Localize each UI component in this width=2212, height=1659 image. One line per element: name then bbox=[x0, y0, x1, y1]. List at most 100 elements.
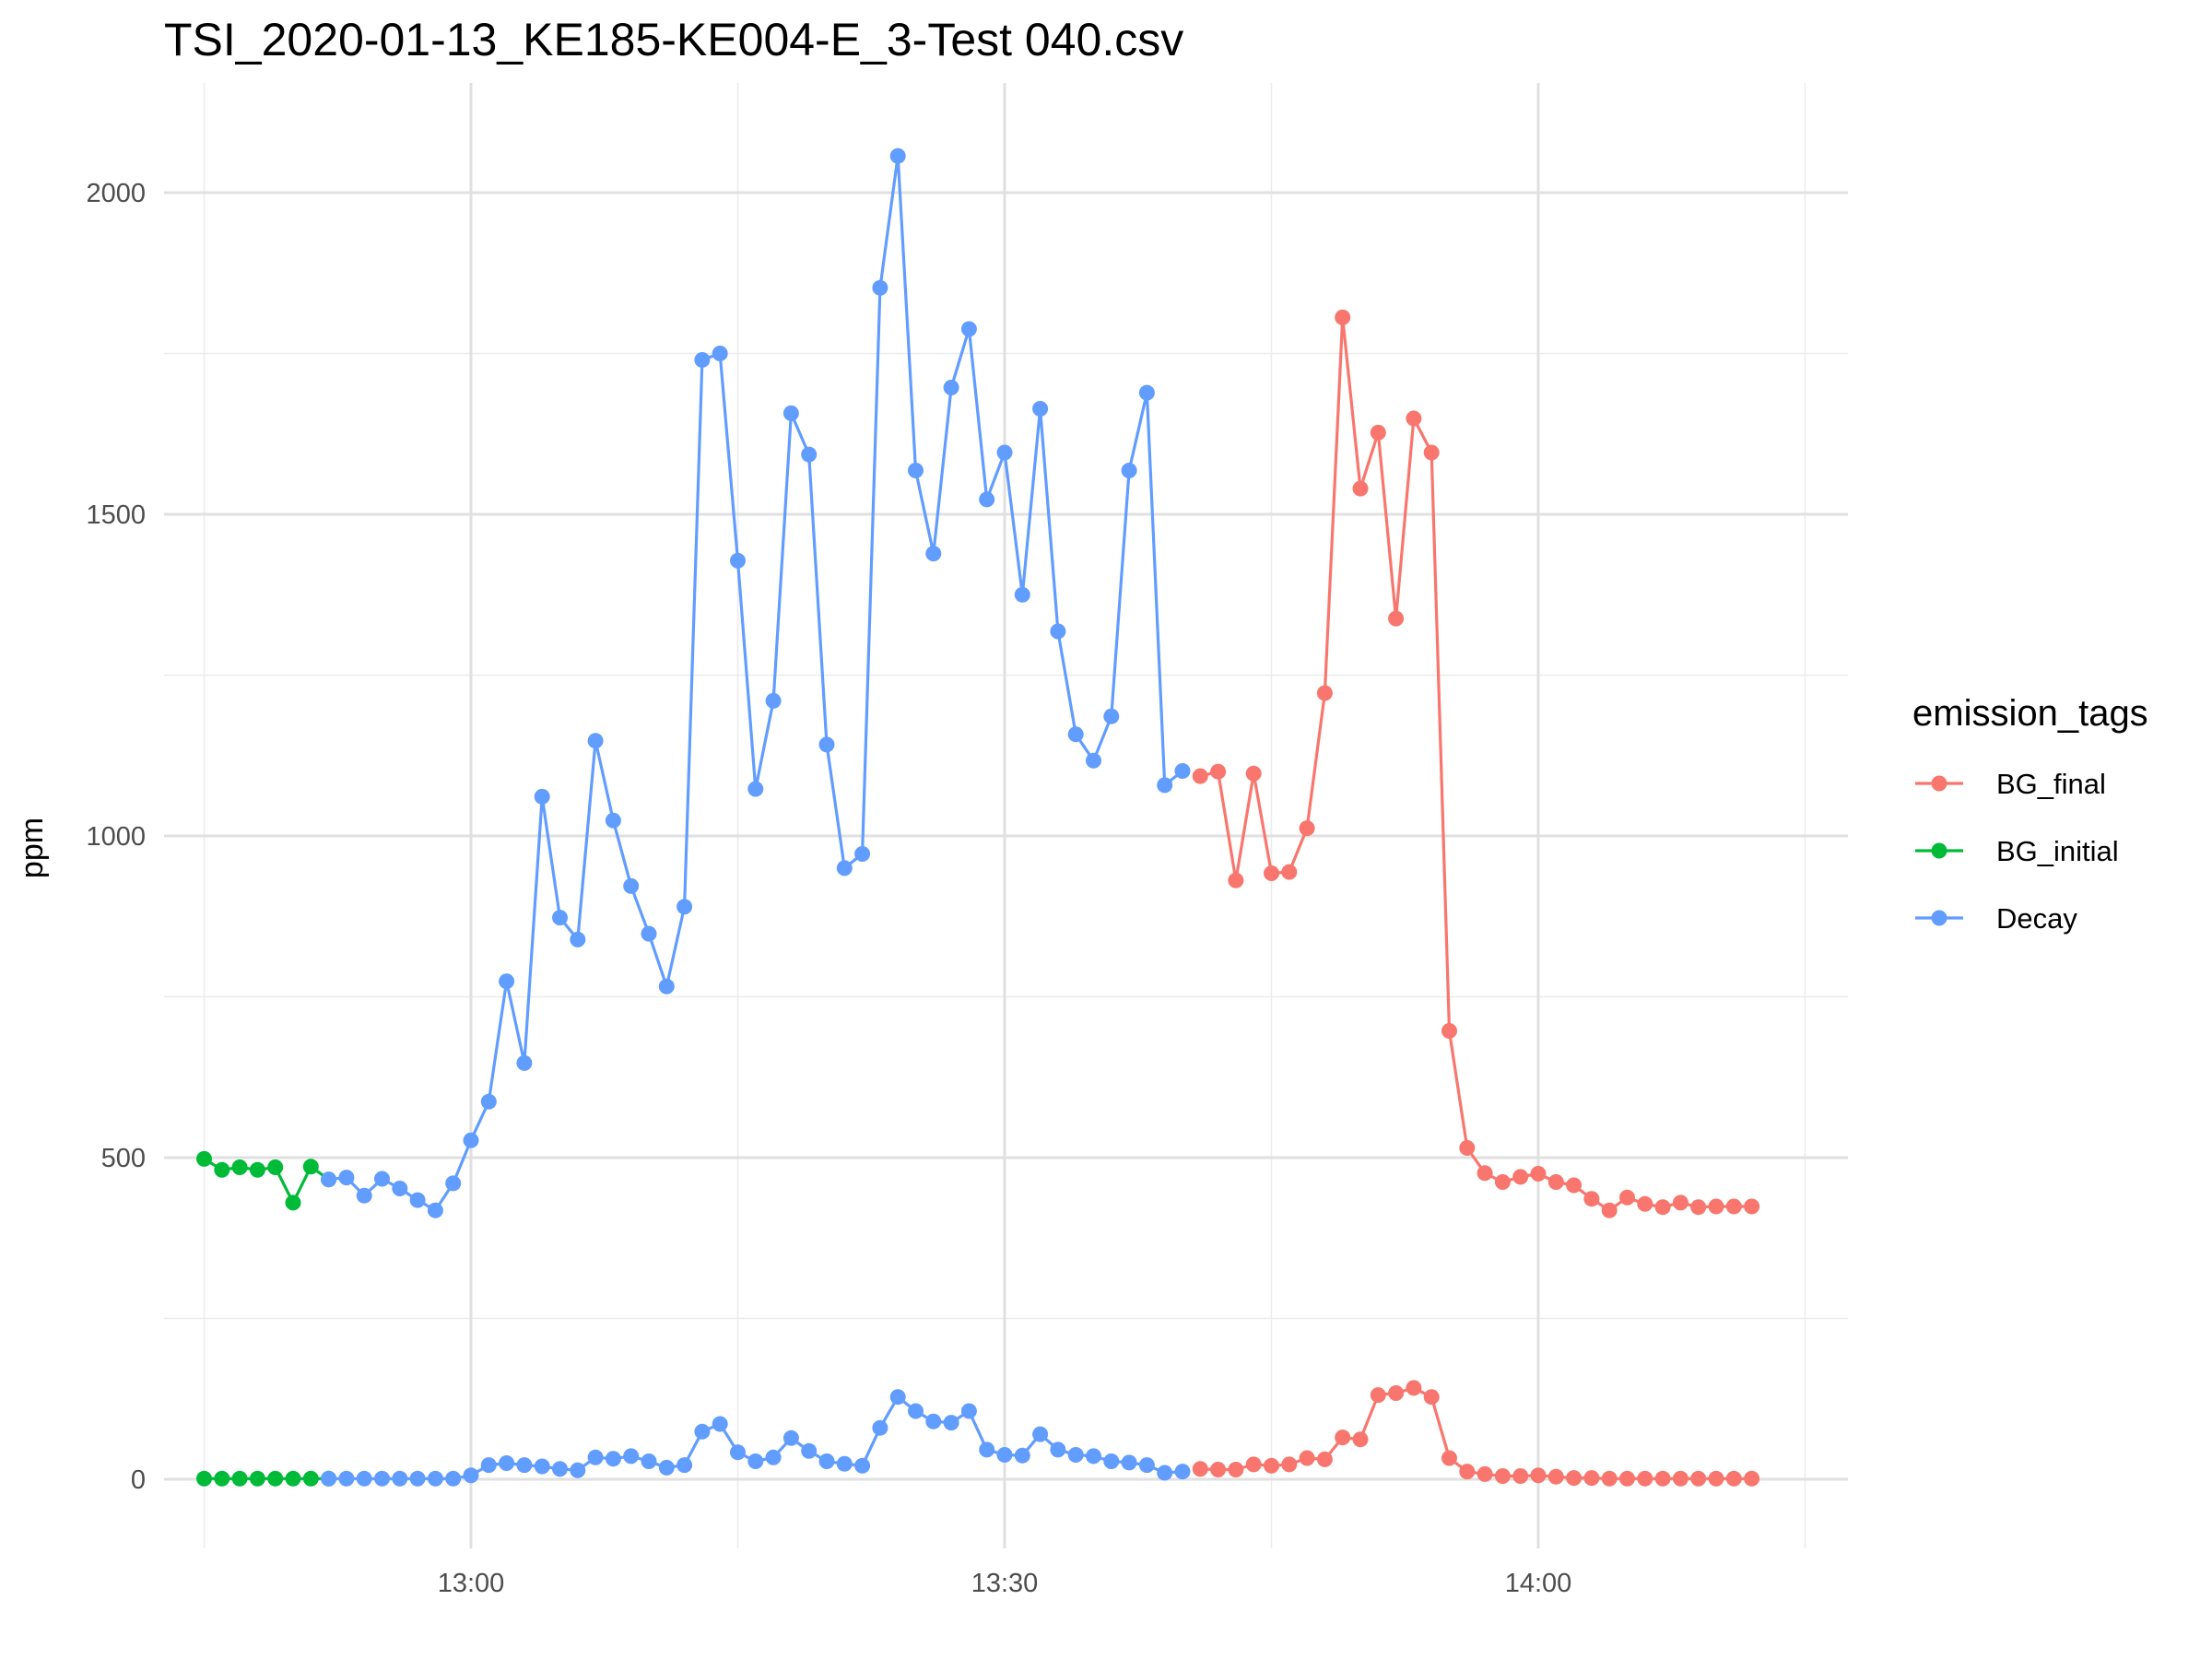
data-point bbox=[1477, 1165, 1493, 1182]
data-point bbox=[463, 1132, 479, 1148]
data-point bbox=[374, 1171, 390, 1187]
data-point bbox=[801, 1442, 818, 1459]
data-point bbox=[1299, 820, 1315, 837]
data-point bbox=[658, 978, 675, 994]
data-point bbox=[979, 491, 995, 508]
data-point bbox=[605, 1451, 621, 1467]
data-point bbox=[392, 1181, 408, 1196]
legend-key-point bbox=[1931, 842, 1947, 859]
data-point bbox=[1264, 1457, 1279, 1474]
data-point bbox=[1335, 1430, 1351, 1446]
data-point bbox=[1174, 763, 1191, 779]
data-point bbox=[1423, 444, 1440, 461]
data-point bbox=[818, 736, 835, 753]
data-point bbox=[1619, 1189, 1635, 1206]
data-point bbox=[1352, 480, 1369, 497]
data-point bbox=[1299, 1450, 1315, 1466]
legend-item: BG_final bbox=[1915, 768, 2106, 800]
data-point bbox=[1494, 1174, 1511, 1190]
data-point bbox=[1370, 1387, 1386, 1404]
data-point bbox=[1388, 610, 1405, 627]
data-point bbox=[302, 1470, 319, 1487]
data-point bbox=[267, 1470, 284, 1487]
data-point bbox=[1512, 1468, 1529, 1484]
data-point bbox=[854, 1457, 871, 1474]
data-point bbox=[677, 1457, 693, 1474]
data-point bbox=[747, 781, 764, 797]
data-point bbox=[925, 1413, 942, 1430]
data-point bbox=[730, 552, 746, 569]
chart-title: TSI_2020-01-13_KE185-KE004-E_3-Test 040.… bbox=[164, 14, 1183, 65]
data-point bbox=[1228, 872, 1244, 888]
data-point bbox=[1530, 1467, 1547, 1484]
data-point bbox=[1690, 1199, 1707, 1216]
data-point bbox=[1103, 1453, 1120, 1469]
data-point bbox=[1103, 708, 1120, 724]
data-point bbox=[1637, 1195, 1653, 1212]
x-tick-label: 13:00 bbox=[438, 1569, 505, 1598]
data-point bbox=[321, 1470, 337, 1487]
series-bg-final bbox=[1192, 309, 1760, 1487]
x-tick-label: 14:00 bbox=[1505, 1569, 1572, 1598]
data-point bbox=[499, 973, 515, 990]
data-point bbox=[1157, 1465, 1173, 1481]
y-tick-label: 500 bbox=[101, 1144, 146, 1173]
data-point bbox=[445, 1470, 462, 1487]
data-point bbox=[925, 546, 942, 562]
legend-label: BG_initial bbox=[1996, 835, 2119, 867]
data-point bbox=[1014, 586, 1030, 603]
data-point bbox=[499, 1455, 515, 1471]
data-point bbox=[1708, 1470, 1724, 1487]
data-point bbox=[979, 1441, 995, 1458]
data-point bbox=[1157, 777, 1173, 794]
y-tick-label: 1000 bbox=[86, 822, 146, 852]
legend: emission_tags BG_final BG_initial Decay bbox=[1912, 693, 2148, 935]
data-point bbox=[889, 147, 906, 164]
data-point bbox=[1210, 1462, 1227, 1477]
series-layer bbox=[196, 147, 1760, 1487]
data-point bbox=[409, 1192, 426, 1208]
data-point bbox=[1690, 1470, 1707, 1487]
data-point bbox=[321, 1171, 337, 1188]
data-point bbox=[214, 1470, 230, 1487]
data-point bbox=[1654, 1470, 1671, 1487]
data-point bbox=[1014, 1447, 1030, 1464]
data-point bbox=[1067, 726, 1084, 743]
data-point bbox=[943, 1415, 959, 1431]
data-point bbox=[960, 1403, 977, 1419]
data-point bbox=[1210, 763, 1227, 780]
data-point bbox=[1512, 1169, 1529, 1185]
data-point bbox=[1388, 1385, 1405, 1401]
data-point bbox=[427, 1202, 443, 1218]
data-point bbox=[1406, 1380, 1422, 1396]
data-point bbox=[1138, 1457, 1155, 1474]
data-point bbox=[765, 1449, 782, 1465]
data-point bbox=[1423, 1389, 1440, 1406]
data-point bbox=[1672, 1470, 1688, 1487]
y-tick-label: 2000 bbox=[86, 179, 146, 208]
data-point bbox=[605, 812, 621, 829]
data-point bbox=[338, 1170, 355, 1186]
data-point bbox=[480, 1093, 497, 1110]
data-point bbox=[1086, 1448, 1101, 1465]
data-point bbox=[463, 1467, 479, 1484]
data-point bbox=[712, 346, 728, 361]
series-decay bbox=[321, 147, 1191, 1487]
data-point bbox=[356, 1187, 372, 1204]
data-point bbox=[765, 692, 782, 709]
data-point bbox=[1086, 752, 1101, 769]
data-point bbox=[1032, 1426, 1049, 1442]
data-point bbox=[623, 1448, 640, 1465]
data-point bbox=[1050, 623, 1066, 640]
data-point bbox=[872, 279, 888, 296]
data-point bbox=[996, 444, 1013, 461]
series-line bbox=[1199, 315, 1752, 1212]
legend-key-point bbox=[1931, 910, 1947, 926]
data-point bbox=[908, 463, 924, 478]
data-point bbox=[1601, 1202, 1618, 1218]
data-point bbox=[1121, 1454, 1137, 1471]
data-point bbox=[338, 1470, 355, 1487]
grid-major bbox=[164, 83, 1848, 1548]
data-point bbox=[658, 1459, 675, 1476]
legend-key-point bbox=[1931, 775, 1947, 792]
